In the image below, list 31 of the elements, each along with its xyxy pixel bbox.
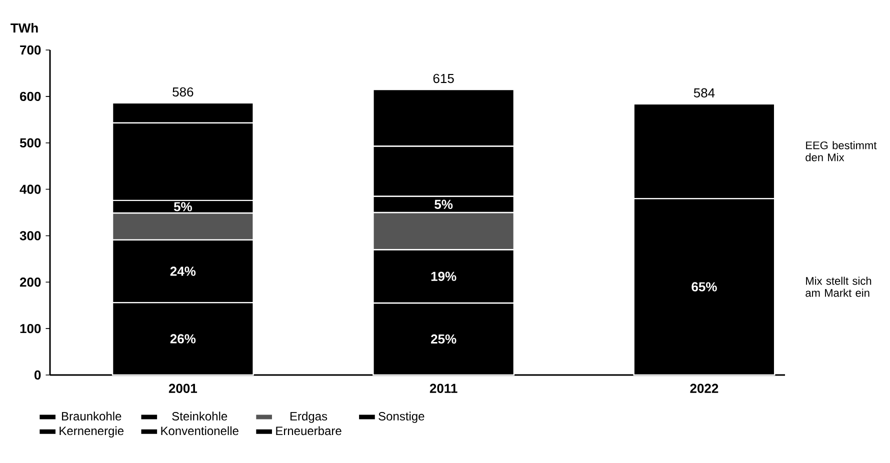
y-tick-label: 500 [20,138,41,148]
y-tick-label: 200 [20,278,41,287]
x-tick-label: 2001 [168,384,198,393]
legend-label: Konventionelle [161,426,238,436]
annotation: 65% [692,282,717,292]
y-tick-label: 700 [20,45,41,55]
annotation: 24% [170,266,196,276]
legend-label: Erneuerbare [276,426,342,436]
annotation: 5% [434,200,453,209]
x-tick-label: 2011 [430,384,458,393]
total-label: 584 [694,88,715,98]
text: Mix stellt sich am Markt ein [806,276,872,297]
annotation: 25% [431,334,456,344]
total-label: 615 [433,74,454,84]
total-label: 586 [172,87,194,97]
y-tick-label: 600 [20,92,41,102]
y-tick-label: 100 [20,324,41,334]
text: EEG bestimmt den Mix [806,141,877,162]
y-tick-label: 400 [20,184,41,194]
x-tick-label: 2022 [690,384,718,393]
legend-label: Erdgas [290,412,328,423]
legend-label: Steinkohle [172,412,228,421]
legend-label: Sonstige [378,412,424,423]
y-tick-label: 300 [20,231,41,240]
annotation: 5% [174,202,192,212]
annotation: 19% [431,272,456,281]
annotation: 26% [170,334,196,344]
legend-label: Braunkohle [62,412,122,421]
legend-label: Kernenergie [60,426,124,438]
y-axis-title: TWh [10,23,38,32]
y-tick-label: 0 [34,370,41,380]
